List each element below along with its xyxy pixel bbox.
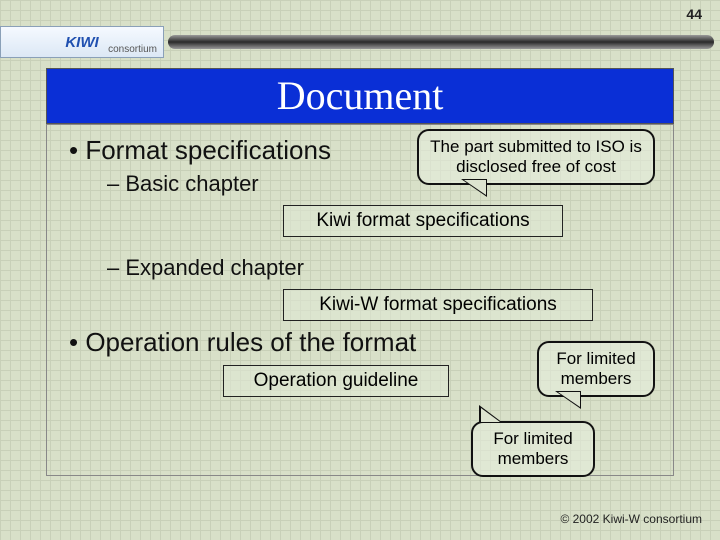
slide-title: Document [46, 68, 674, 124]
logo-subtext: consortium [108, 44, 157, 55]
label-kiwi-spec: Kiwi format specifications [283, 205, 563, 237]
bullet-format-spec: • Format specifications [69, 135, 331, 166]
subbullet-basic-chapter: – Basic chapter [107, 171, 259, 197]
page-number: 44 [686, 6, 702, 22]
logo-text: KIWI [65, 34, 98, 51]
label-operation-guideline: Operation guideline [223, 365, 449, 397]
callout-iso: The part submitted to ISO is disclosed f… [417, 129, 655, 185]
callout-members-2-tail [479, 405, 503, 423]
bullet-operation-rules: • Operation rules of the format [69, 327, 416, 358]
callout-members-1-tail [555, 391, 581, 409]
subbullet-expanded-chapter: – Expanded chapter [107, 255, 304, 281]
horizontal-rule [168, 35, 714, 49]
label-kiwiw-spec: Kiwi-W format specifications [283, 289, 593, 321]
callout-iso-tail [461, 179, 487, 197]
callout-members-1: For limited members [537, 341, 655, 397]
header-bar: KIWI consortium [0, 26, 720, 58]
callout-members-2: For limited members [471, 421, 595, 477]
copyright: © 2002 Kiwi-W consortium [560, 512, 702, 526]
logo: KIWI consortium [0, 26, 164, 58]
content-frame: • Format specifications – Basic chapter … [46, 124, 674, 476]
